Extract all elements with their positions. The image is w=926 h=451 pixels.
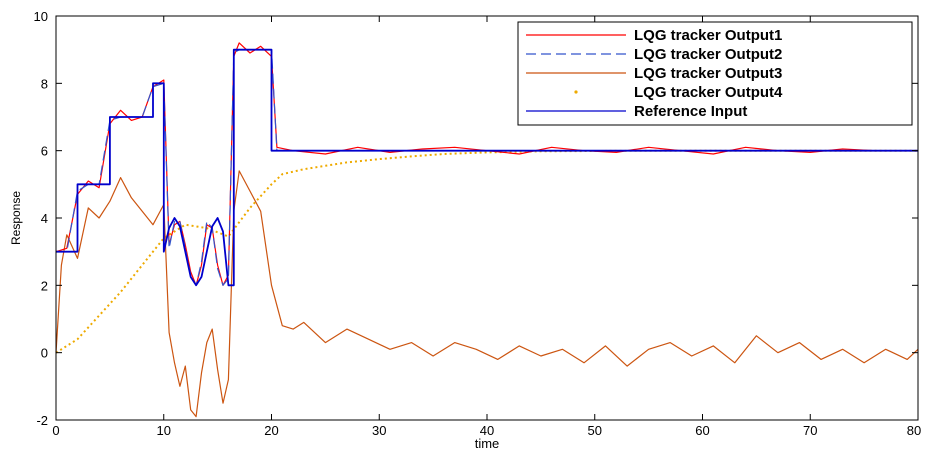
x-tick-label: 50 <box>588 423 602 438</box>
y-tick-label: -2 <box>36 413 48 428</box>
y-axis-label: Response <box>9 191 23 245</box>
x-tick-label: 20 <box>264 423 278 438</box>
y-tick-label: 6 <box>41 144 48 159</box>
legend-entry-label: LQG tracker Output3 <box>634 65 782 82</box>
x-tick-label: 10 <box>157 423 171 438</box>
x-tick-label: 70 <box>803 423 817 438</box>
tick-layer: 0 10 20 30 40 50 60 70 80 -2 0 2 4 6 8 10 <box>34 9 922 438</box>
x-axis-label: time <box>475 436 500 451</box>
x-tick-label: 0 <box>52 423 59 438</box>
y-tick-label: 10 <box>34 9 48 24</box>
x-tick-label: 60 <box>695 423 709 438</box>
legend-entry-label: LQG tracker Output4 <box>634 84 783 101</box>
series-layer <box>55 42 919 418</box>
y-tick-label: 8 <box>41 76 48 91</box>
legend: LQG tracker Output1 LQG tracker Output2 LQ… <box>517 21 913 126</box>
y-tick-label: 2 <box>41 278 48 293</box>
legend-swatch <box>574 90 578 94</box>
legend-entry-label: LQG tracker Output2 <box>634 46 782 63</box>
x-tick-label: 40 <box>480 423 494 438</box>
x-tick-label: 80 <box>907 423 921 438</box>
series-line-3 <box>55 170 919 418</box>
y-tick-label: 4 <box>41 211 48 226</box>
y-tick-label: 0 <box>41 346 48 361</box>
series-line-5 <box>56 48 918 287</box>
x-tick-label: 30 <box>372 423 386 438</box>
legend-entry-label: Reference Input <box>634 103 747 120</box>
legend-entry-label: LQG tracker Output1 <box>634 27 782 44</box>
